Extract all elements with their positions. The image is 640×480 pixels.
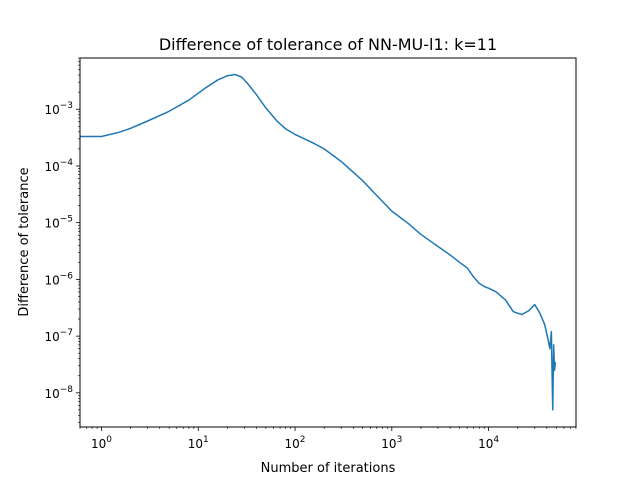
x-tick-label-exponent: 0 [106,435,112,445]
axes-frame [79,57,577,428]
x-tick-label: 101 [188,435,209,451]
x-tick-label: 103 [381,435,402,451]
x-tick-label: 102 [285,435,306,451]
x-tick-label-exponent: 3 [397,435,403,445]
y-tick-label-exponent: −4 [60,158,74,168]
y-tick-label-base: 10 [44,160,59,174]
x-tick-label: 100 [91,435,112,451]
y-tick-label: 10−8 [44,385,73,401]
x-tick-label-base: 10 [91,437,106,451]
y-tick-label-base: 10 [44,330,59,344]
y-axis-ticks: 10−810−710−610−510−410−3 [44,57,80,423]
x-tick-label-base: 10 [478,437,493,451]
y-tick-label: 10−3 [44,101,73,117]
y-tick-label: 10−6 [44,271,73,287]
y-tick-label: 10−4 [44,158,73,174]
x-axis-label: Number of iterations [261,461,396,476]
x-tick-label-exponent: 2 [300,435,306,445]
y-tick-label: 10−7 [44,328,73,344]
x-tick-label-base: 10 [285,437,300,451]
y-tick-label-exponent: −5 [60,215,73,225]
y-axis-label: Difference of tolerance [17,167,32,316]
x-tick-label-base: 10 [381,437,396,451]
y-tick-label: 10−5 [44,215,73,231]
series-line [80,73,557,411]
x-tick-label-base: 10 [188,437,203,451]
chart-title: Difference of tolerance of NN-MU-l1: k=1… [159,35,497,54]
y-tick-label-base: 10 [44,273,59,287]
y-tick-label-base: 10 [44,387,59,401]
y-tick-label-exponent: −3 [60,101,73,111]
x-tick-label-exponent: 1 [203,435,209,445]
x-axis-ticks: 100 101 102 103 104 [79,427,577,451]
y-tick-label-exponent: −6 [60,271,74,281]
y-tick-label-exponent: −8 [60,385,74,395]
y-tick-label-base: 10 [44,217,59,231]
x-tick-label-exponent: 4 [493,435,499,445]
y-tick-label-exponent: −7 [60,328,73,338]
y-tick-label-base: 10 [44,103,59,117]
x-tick-label: 104 [478,435,499,451]
plot-area [80,73,557,411]
